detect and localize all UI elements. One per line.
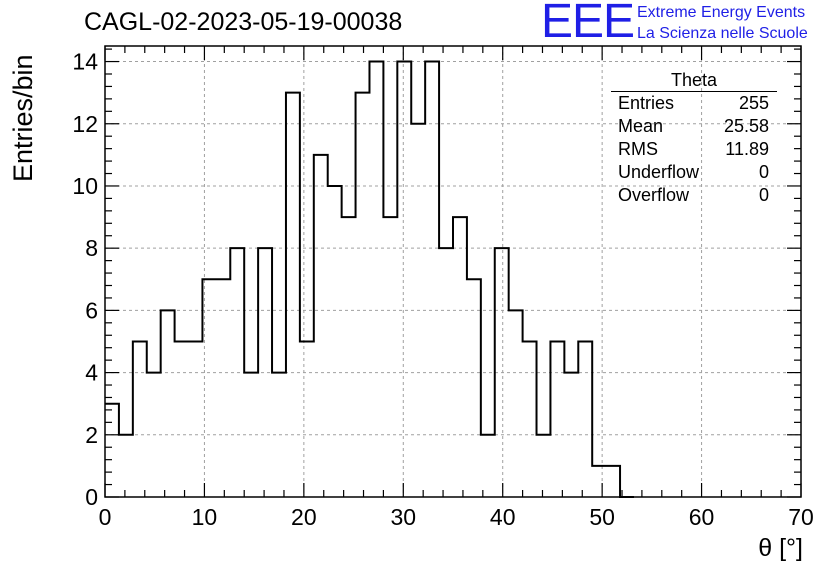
chart-title: CAGL-02-2023-05-19-00038 xyxy=(84,8,403,36)
stats-label: Overflow xyxy=(618,185,690,205)
histogram-bin xyxy=(119,435,133,497)
histogram-bin xyxy=(133,341,147,497)
plot-frame xyxy=(104,45,802,498)
x-tick-label: 10 xyxy=(192,504,218,530)
stats-row-underflow: Underflow 0 xyxy=(611,161,777,184)
y-tick-label: 12 xyxy=(72,111,98,137)
histogram-bin xyxy=(300,341,314,497)
stats-label: Mean xyxy=(618,116,664,136)
histogram-bin xyxy=(509,310,523,497)
histogram-bin xyxy=(342,217,356,497)
x-tick-label: 20 xyxy=(291,504,317,530)
stats-label: Underflow xyxy=(618,162,700,182)
histogram-bin xyxy=(592,466,606,497)
histogram-bin xyxy=(286,93,300,497)
x-tick-label: 70 xyxy=(788,504,814,530)
histogram-bin xyxy=(606,466,620,497)
histogram-bin xyxy=(578,341,592,497)
y-axis-label: Entries/bin xyxy=(8,54,38,182)
histogram-bin xyxy=(564,373,578,497)
stats-row-overflow: Overflow 0 xyxy=(611,184,777,207)
y-tick-label: 0 xyxy=(85,484,98,510)
histogram-bin xyxy=(161,310,175,497)
histogram-bin xyxy=(356,93,370,497)
histogram-bin xyxy=(369,62,383,497)
histogram-bin xyxy=(314,155,328,497)
histogram-bin xyxy=(397,62,411,497)
stats-value: 25.58 xyxy=(723,116,769,136)
stats-box: Theta Entries 255 Mean 25.58 RMS 11.89 U… xyxy=(611,70,777,207)
x-tick-label: 0 xyxy=(99,504,112,530)
stats-value: 0 xyxy=(758,162,769,182)
histogram-path xyxy=(105,60,634,498)
plot-frame-rect xyxy=(104,45,802,498)
histogram-bin xyxy=(467,279,481,497)
y-tick-label: 10 xyxy=(72,173,98,199)
histogram-outline xyxy=(105,60,634,498)
eee-logo: EEE xyxy=(541,0,635,48)
logo-text-line-1: Extreme Energy Events xyxy=(637,4,806,21)
stats-row-mean: Mean 25.58 xyxy=(611,115,777,138)
histogram-bin xyxy=(425,62,439,497)
histogram-bin xyxy=(453,217,467,497)
stats-row-rms: RMS 11.89 xyxy=(611,138,777,161)
x-axis-label: θ [°] xyxy=(758,534,803,562)
y-tick-label: 8 xyxy=(85,235,98,261)
tick-labels: 0 10 20 30 40 50 60 70 0 2 4 6 8 10 12 14 xyxy=(72,49,813,530)
histogram-bin xyxy=(105,404,119,497)
x-tick-label: 50 xyxy=(589,504,615,530)
y-tick-label: 4 xyxy=(85,360,98,386)
stats-row-entries: Entries 255 xyxy=(611,92,777,115)
histogram-bin xyxy=(175,341,189,497)
stats-value: 255 xyxy=(738,93,769,113)
x-tick-label: 60 xyxy=(689,504,715,530)
histogram-bin xyxy=(383,217,397,497)
y-tick-label: 6 xyxy=(85,297,98,323)
x-tick-label: 40 xyxy=(490,504,516,530)
stats-value: 0 xyxy=(758,185,769,205)
histogram-bin xyxy=(216,279,230,497)
histogram-bin xyxy=(481,435,495,497)
histogram-bin xyxy=(328,186,342,497)
stats-value: 11.89 xyxy=(725,139,769,159)
histogram-bin xyxy=(189,341,203,497)
axis-ticks xyxy=(104,46,802,498)
histogram-bin xyxy=(537,435,551,497)
y-tick-label: 2 xyxy=(85,422,98,448)
x-tick-label: 30 xyxy=(390,504,416,530)
logo-text-line-2: La Scienza nelle Scuole xyxy=(637,25,808,42)
stats-label: Entries xyxy=(618,93,675,113)
stats-title: Theta xyxy=(611,70,777,92)
histogram-bin xyxy=(550,341,564,497)
histogram-bin xyxy=(523,341,537,497)
stats-label: RMS xyxy=(618,139,658,159)
y-tick-label: 14 xyxy=(72,49,98,75)
